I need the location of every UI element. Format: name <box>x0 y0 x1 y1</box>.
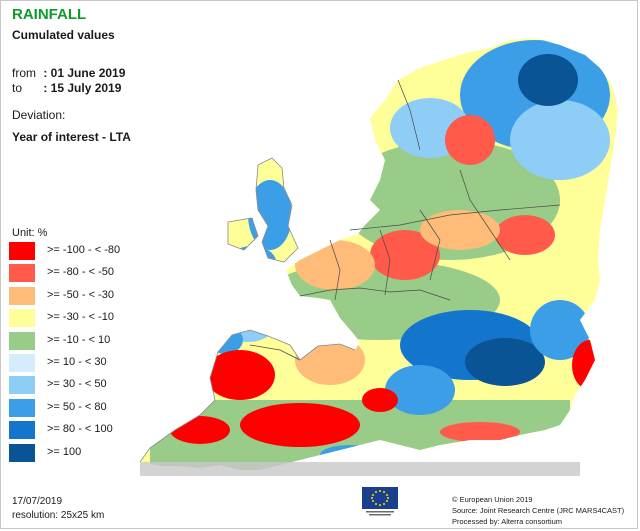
deviation-label: Deviation: <box>12 108 66 122</box>
eu-logo <box>362 487 398 516</box>
legend-swatch <box>9 286 35 305</box>
legend-label: >= 80 - < 100 <box>47 423 113 436</box>
legend-label: >= -100 - < -80 <box>47 244 121 256</box>
period-to: to : 15 July 2019 <box>12 81 121 95</box>
period-to-value: : 15 July 2019 <box>43 81 122 95</box>
period-from-label: from <box>12 66 36 80</box>
legend-label: >= -10 - < 10 <box>47 333 111 346</box>
legend-unit: Unit: % <box>12 227 48 239</box>
legend-label: >= 50 - < 80 <box>47 400 107 413</box>
deviation-value: Year of interest - LTA <box>12 130 131 144</box>
credit-line: Processed by: Alterra consortium <box>452 517 563 526</box>
credit-line: © European Union 2019 <box>452 495 533 504</box>
map-subtitle: Cumulated values <box>12 28 115 42</box>
legend-swatch <box>9 309 35 328</box>
legend-swatch <box>9 264 35 283</box>
legend-swatch <box>9 242 35 260</box>
legend-label: >= 100 <box>47 445 82 458</box>
period-from-value: : 01 June 2019 <box>43 66 126 80</box>
legend-swatch <box>9 421 35 440</box>
legend-label: >= -50 - < -30 <box>47 288 114 301</box>
legend-label: >= -80 - < -50 <box>47 266 114 279</box>
legend-label: >= 10 - < 30 <box>47 355 107 368</box>
period-to-label: to <box>12 81 23 95</box>
period-from: from : 01 June 2019 <box>12 66 125 80</box>
credits: © European Union 2019 Source: Joint Rese… <box>452 494 624 527</box>
legend-swatch <box>9 376 35 395</box>
legend-label: >= 30 - < 50 <box>47 378 107 391</box>
resolution-note: resolution: 25x25 km <box>12 510 105 521</box>
map-title: RAINFALL <box>12 6 87 23</box>
credit-line: Source: Joint Research Centre (JRC MARS4… <box>452 506 625 515</box>
issue-date: 17/07/2019 <box>12 496 63 507</box>
legend-swatch <box>9 443 35 462</box>
legend-swatch <box>9 398 35 417</box>
legend-swatch <box>9 353 35 372</box>
legend-swatch <box>9 331 35 350</box>
legend-label: >= -30 - < -10 <box>47 311 114 324</box>
